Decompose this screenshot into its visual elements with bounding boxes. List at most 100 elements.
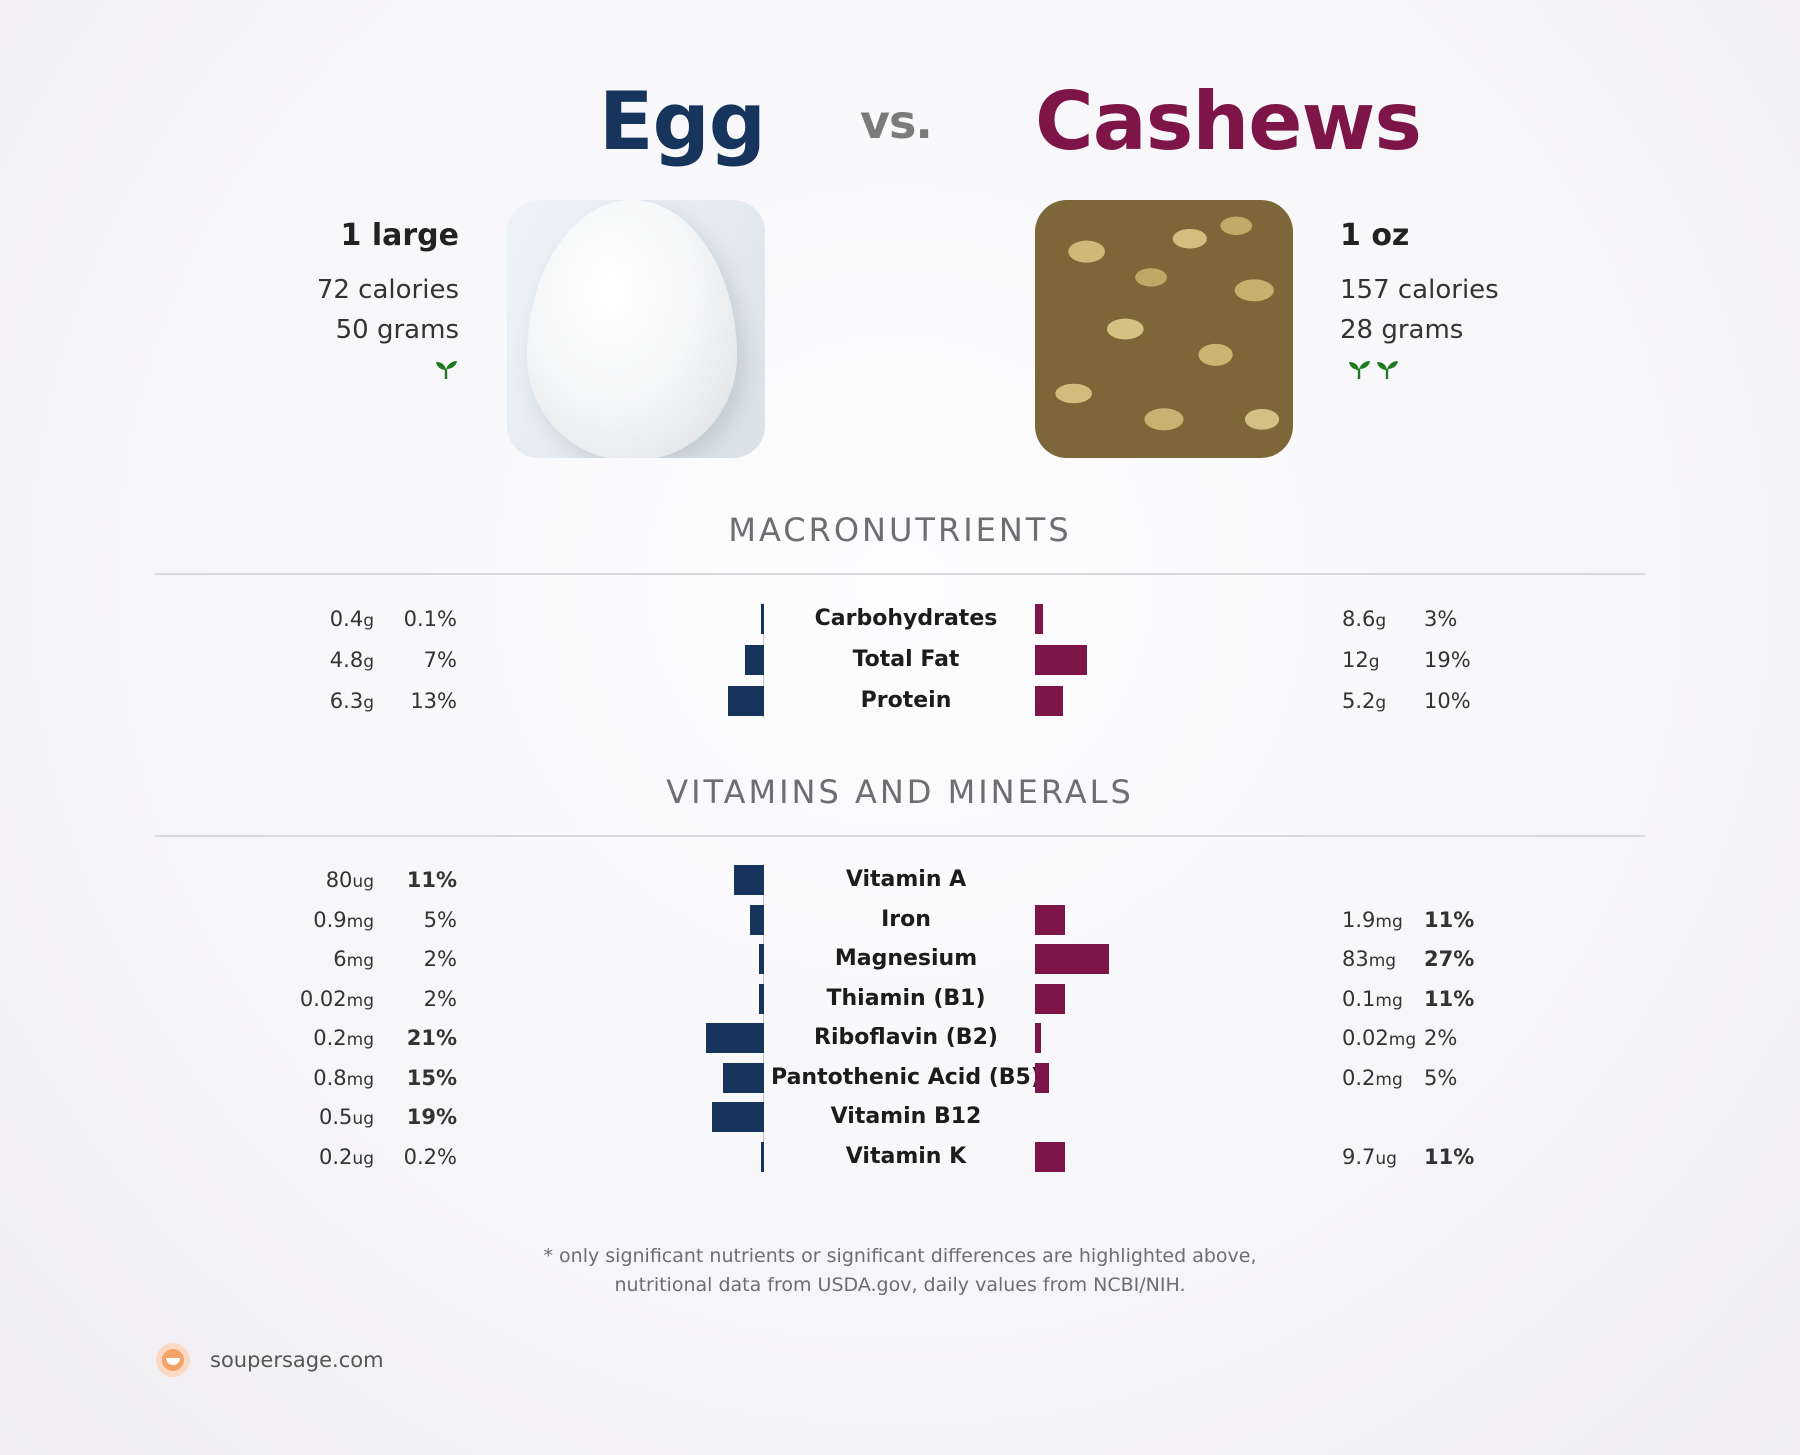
vitamin-egg-value: 0.8mg xyxy=(313,1065,374,1090)
vitamin-cashews-percent: 11% xyxy=(1424,907,1475,932)
macro-egg-bar xyxy=(761,604,764,634)
macro-egg-value-unit: g xyxy=(363,693,374,713)
right-calories: 157 calories xyxy=(1340,275,1499,305)
vitamin-cashews-value: 83mg xyxy=(1342,947,1397,971)
right-grams: 28 grams xyxy=(1340,315,1464,345)
macro-egg-value: 4.8g xyxy=(329,648,374,672)
vitamin-egg-value-unit: mg xyxy=(346,951,374,971)
vitamin-cashews-percent: 11% xyxy=(1424,986,1475,1011)
macro-cashews-percent: 3% xyxy=(1424,607,1458,631)
right-sprouts xyxy=(1347,358,1399,380)
vitamin-row: 0.9mg 5% Iron 1.9mg 11% xyxy=(0,902,1800,938)
macro-egg-bar xyxy=(744,645,764,675)
macro-cashews-value: 8.6g xyxy=(1342,607,1387,631)
macro-cashews-value: 5.2g xyxy=(1342,689,1387,713)
macro-egg-value-unit: g xyxy=(363,611,374,631)
macro-row: 0.4g 0.1% Carbohydrates 8.6g 3% xyxy=(0,601,1800,637)
vitamin-egg-value: 6mg xyxy=(333,947,374,971)
vitamin-egg-value-unit: mg xyxy=(346,1030,374,1050)
vitamin-egg-value: 0.9mg xyxy=(313,907,374,932)
macro-cashews-bar xyxy=(1035,645,1088,675)
sprout-icon xyxy=(1349,361,1370,379)
vitamin-row: 6mg 2% Magnesium 83mg 27% xyxy=(0,941,1800,977)
vitamin-egg-value-unit: ug xyxy=(352,872,374,892)
macro-egg-value: 0.4g xyxy=(329,607,374,631)
vitamin-cashews-value-unit: mg xyxy=(1375,911,1403,932)
vitamin-cashews-percent: 5% xyxy=(1424,1065,1458,1090)
vitamin-nutrient-label: Riboflavin (B2) xyxy=(814,1025,998,1050)
macro-row: 6.3g 13% Protein 5.2g 10% xyxy=(0,683,1800,719)
left-sprouts xyxy=(434,358,458,380)
vitamin-cashews-bar xyxy=(1035,1141,1066,1172)
vitamin-egg-value-unit: mg xyxy=(346,911,374,932)
vitamin-cashews-bar xyxy=(1035,1023,1041,1053)
vitamin-row: 0.2ug 0.2% Vitamin K 9.7ug 11% xyxy=(0,1139,1800,1175)
vitamin-egg-bar xyxy=(758,944,764,974)
egg-photo xyxy=(507,200,765,458)
vitamin-cashews-percent: 11% xyxy=(1424,1144,1475,1169)
left-food-title: Egg xyxy=(598,75,766,168)
macro-cashews-value: 12g xyxy=(1342,648,1380,672)
vitamin-egg-bar xyxy=(758,983,764,1014)
vitamin-cashews-value: 9.7ug xyxy=(1342,1144,1397,1169)
macro-egg-percent: 13% xyxy=(410,689,457,713)
vitamin-egg-bar xyxy=(761,1141,764,1172)
site-link[interactable]: soupersage.com xyxy=(210,1348,384,1372)
vitamin-cashews-value-unit: mg xyxy=(1388,1030,1417,1050)
macro-nutrient-label: Carbohydrates xyxy=(814,606,998,631)
macro-nutrient-label: Protein xyxy=(860,688,952,713)
vitamin-nutrient-label: Vitamin B12 xyxy=(830,1104,982,1129)
vitamin-cashews-value-unit: mg xyxy=(1368,951,1397,971)
vitamin-cashews-bar xyxy=(1035,1062,1049,1093)
left-grams: 50 grams xyxy=(335,315,459,345)
macro-cashews-value-unit: g xyxy=(1375,693,1387,713)
vitamin-row: 0.2mg 21% Riboflavin (B2) 0.02mg 2% xyxy=(0,1020,1800,1056)
vitamin-cashews-value-unit: ug xyxy=(1375,1148,1397,1169)
vitamin-egg-value: 80ug xyxy=(325,868,374,892)
macro-row: 4.8g 7% Total Fat 12g 19% xyxy=(0,642,1800,678)
vitamin-egg-percent: 21% xyxy=(406,1026,457,1050)
macro-egg-bar xyxy=(728,686,764,716)
sprout-icon xyxy=(1377,361,1398,379)
vitamin-egg-value: 0.2ug xyxy=(319,1144,374,1169)
macro-nutrient-label: Total Fat xyxy=(852,647,960,672)
footnote-line-2: nutritional data from USDA.gov, daily va… xyxy=(614,1274,1186,1296)
macro-egg-percent: 7% xyxy=(423,648,457,672)
soupersage-logo-icon[interactable] xyxy=(155,1342,191,1378)
vitamin-egg-value-unit: ug xyxy=(352,1109,374,1129)
vitamin-row: 0.02mg 2% Thiamin (B1) 0.1mg 11% xyxy=(0,981,1800,1017)
vitamin-egg-value: 0.02mg xyxy=(299,986,374,1011)
right-food-title: Cashews xyxy=(1035,75,1422,168)
right-serving-size: 1 oz xyxy=(1340,218,1410,253)
vitamin-nutrient-label: Thiamin (B1) xyxy=(826,985,986,1011)
vitamin-egg-value: 0.2mg xyxy=(313,1026,374,1050)
vitamin-cashews-value-unit: mg xyxy=(1375,990,1403,1011)
vitamin-egg-percent: 2% xyxy=(423,947,457,971)
vitamin-egg-bar xyxy=(706,1023,764,1053)
vitamin-egg-percent: 15% xyxy=(406,1065,457,1090)
vitamin-egg-value-unit: mg xyxy=(346,1069,374,1090)
cashews-photo xyxy=(1035,200,1293,458)
macro-cashews-bar xyxy=(1035,686,1063,716)
vitamin-nutrient-label: Iron xyxy=(881,906,931,932)
left-calories: 72 calories xyxy=(316,275,459,305)
vitamin-nutrient-label: Vitamin A xyxy=(845,867,967,892)
macro-cashews-value-unit: g xyxy=(1375,611,1387,631)
vitamin-egg-bar xyxy=(733,865,764,895)
macro-cashews-percent: 19% xyxy=(1424,648,1471,672)
vitamin-cashews-bar xyxy=(1035,944,1110,974)
macro-egg-value: 6.3g xyxy=(329,689,374,713)
vitamin-egg-percent: 0.2% xyxy=(403,1144,457,1169)
macro-egg-value-unit: g xyxy=(363,652,374,672)
footnote-line-1: * only significant nutrients or signific… xyxy=(543,1245,1257,1267)
vitamin-row: 0.5ug 19% Vitamin B12 xyxy=(0,1099,1800,1135)
vitamin-egg-percent: 19% xyxy=(406,1105,457,1129)
vitamin-cashews-value: 0.1mg xyxy=(1342,986,1403,1011)
vitamin-egg-percent: 2% xyxy=(423,986,457,1011)
macronutrients-heading: MACRONUTRIENTS xyxy=(728,511,1072,549)
vitamin-cashews-percent: 2% xyxy=(1424,1026,1458,1050)
vitamin-egg-percent: 5% xyxy=(423,907,457,932)
vitamin-nutrient-label: Vitamin K xyxy=(845,1143,967,1169)
vitamin-cashews-value: 0.02mg xyxy=(1342,1026,1417,1050)
vitamin-left-axis xyxy=(763,864,764,1172)
